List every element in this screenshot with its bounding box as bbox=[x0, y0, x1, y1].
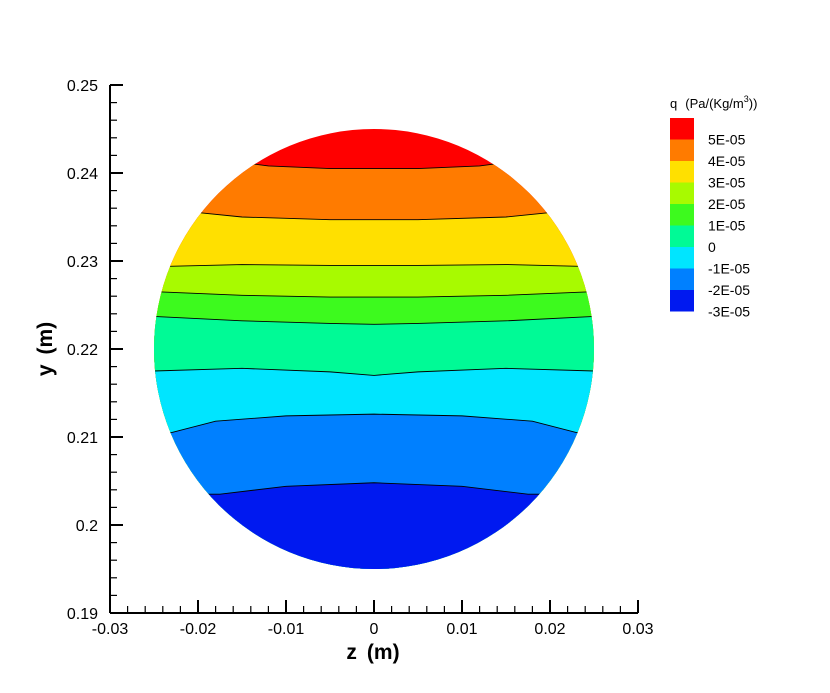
y-tick-label: 0.22 bbox=[67, 342, 98, 359]
legend-title-units-end: )) bbox=[749, 96, 758, 111]
legend-swatch bbox=[670, 290, 694, 312]
contour-bands bbox=[154, 129, 594, 569]
x-axis-var: z bbox=[346, 641, 357, 664]
legend-label: 5E-05 bbox=[708, 131, 746, 147]
legend-label: -3E-05 bbox=[708, 303, 750, 319]
contour-line bbox=[154, 291, 594, 298]
y-tick-label: 0.19 bbox=[67, 606, 98, 623]
x-tick-label: -0.02 bbox=[180, 621, 217, 638]
y-tick-label: 0.23 bbox=[67, 254, 98, 271]
x-tick-label: -0.03 bbox=[92, 621, 129, 638]
x-tick-label: 0.01 bbox=[446, 621, 477, 638]
y-tick-label: 0.25 bbox=[67, 78, 98, 95]
legend-label: -1E-05 bbox=[708, 260, 750, 276]
x-tick-label: 0.03 bbox=[622, 621, 653, 638]
y-axis-unit: (m) bbox=[34, 322, 57, 355]
x-tick-label: 0 bbox=[370, 621, 379, 638]
legend: q (Pa/(Kg/m3)) 5E-05 4E-05 3E-05 2E-05 1E-05 0… bbox=[670, 94, 757, 319]
legend-swatch bbox=[670, 182, 694, 204]
legend-label: 0 bbox=[708, 239, 716, 255]
contour-band bbox=[154, 482, 594, 569]
legend-swatch bbox=[670, 247, 694, 269]
legend-title-units: (Pa/(Kg/m bbox=[685, 96, 744, 111]
y-axis-var: y bbox=[34, 364, 57, 376]
legend-label: 2E-05 bbox=[708, 196, 746, 212]
legend-label: -2E-05 bbox=[708, 282, 750, 298]
legend-label: 4E-05 bbox=[708, 153, 746, 169]
legend-label: 3E-05 bbox=[708, 174, 746, 190]
legend-title-var: q bbox=[670, 96, 677, 111]
contour-line bbox=[154, 413, 594, 434]
y-axis-title: y (m) bbox=[34, 322, 57, 376]
y-tick-label: 0.2 bbox=[76, 518, 98, 535]
legend-items: 5E-05 4E-05 3E-05 2E-05 1E-05 0 -1E-05 -2E-05 -3… bbox=[670, 118, 750, 319]
legend-label: 1E-05 bbox=[708, 217, 746, 233]
contour-line bbox=[154, 315, 594, 325]
legend-swatch bbox=[670, 161, 694, 183]
legend-swatch bbox=[670, 204, 694, 226]
x-axis-unit: (m) bbox=[367, 641, 400, 664]
y-tick-label: 0.21 bbox=[67, 430, 98, 447]
legend-swatch bbox=[670, 139, 694, 161]
x-axis-title: z (m) bbox=[346, 641, 399, 664]
contour-line bbox=[154, 367, 594, 376]
y-tick-label: 0.24 bbox=[67, 166, 98, 183]
legend-swatch bbox=[670, 118, 694, 140]
x-tick-label: -0.01 bbox=[268, 621, 305, 638]
legend-swatch bbox=[670, 225, 694, 247]
axes: -0.03 -0.02 -0.01 0 0.01 0.02 0.03 0.19 0.2 0.21 0… bbox=[67, 78, 654, 638]
legend-title-sup: 3 bbox=[744, 94, 749, 104]
contour-line bbox=[154, 264, 594, 267]
legend-swatch bbox=[670, 268, 694, 290]
contour-line bbox=[154, 482, 594, 495]
contour-line bbox=[154, 212, 594, 221]
legend-title: q (Pa/(Kg/m3)) bbox=[670, 94, 757, 111]
x-tick-label: 0.02 bbox=[534, 621, 565, 638]
